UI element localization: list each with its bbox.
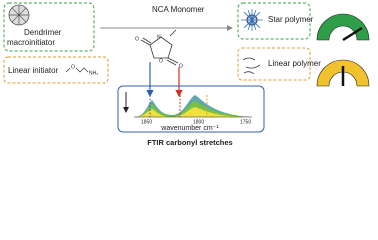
shape bbox=[134, 107, 252, 117]
gauge-high bbox=[316, 13, 370, 42]
linear-polymer-box: Linear polymer bbox=[237, 47, 321, 81]
dendrimer-label: Dendrimer bbox=[24, 28, 62, 37]
linear-initiator-label: Linear initiator bbox=[8, 66, 59, 75]
shape bbox=[149, 36, 173, 59]
shape bbox=[316, 59, 370, 87]
graphical-abstract: Dendrimer macroinitiator NCA Monomer N O… bbox=[3, 2, 370, 147]
atom-label: O bbox=[179, 63, 183, 69]
dendrimer-label: macroinitiator bbox=[7, 38, 55, 47]
ftir-label: FTIR carbonyl stretches bbox=[147, 138, 232, 147]
dendrimer-box: Dendrimer macroinitiator bbox=[3, 2, 95, 52]
monomer-label: NCA Monomer bbox=[152, 5, 205, 14]
atom-label: NH₂ bbox=[89, 70, 98, 76]
shape bbox=[316, 13, 370, 41]
shape bbox=[241, 9, 263, 31]
shape bbox=[237, 47, 311, 81]
shape bbox=[65, 67, 89, 73]
gauge-low bbox=[316, 59, 370, 87]
shape bbox=[342, 26, 363, 42]
shape bbox=[3, 56, 109, 84]
linear-initiator-box: Linear initiator O NH₂ bbox=[3, 56, 109, 84]
shape bbox=[169, 29, 177, 37]
shape bbox=[242, 57, 261, 75]
axis-tick-label: 1750 bbox=[240, 119, 251, 125]
linear-polymer-label: Linear polymer bbox=[268, 59, 321, 68]
atom-label: O bbox=[135, 36, 139, 42]
atom-label: O bbox=[71, 64, 75, 70]
axis-tick-label: 1850 bbox=[141, 119, 152, 125]
shape bbox=[3, 2, 95, 52]
axis-tick-label: 1800 bbox=[193, 119, 204, 125]
ftir-box: 1850 1800 1750 wavenumber cm⁻¹ bbox=[117, 85, 265, 133]
nca-molecule: N O O O bbox=[135, 29, 183, 69]
axis-label: wavenumber cm⁻¹ bbox=[160, 125, 219, 132]
shape bbox=[117, 85, 265, 133]
shape bbox=[140, 37, 152, 46]
star-box: Star polymer bbox=[237, 2, 314, 40]
shape bbox=[9, 5, 29, 25]
star-label: Star polymer bbox=[268, 15, 314, 24]
shape bbox=[237, 2, 311, 40]
shape bbox=[166, 57, 179, 66]
atom-label: N bbox=[157, 34, 161, 40]
atom-label: O bbox=[159, 58, 163, 64]
